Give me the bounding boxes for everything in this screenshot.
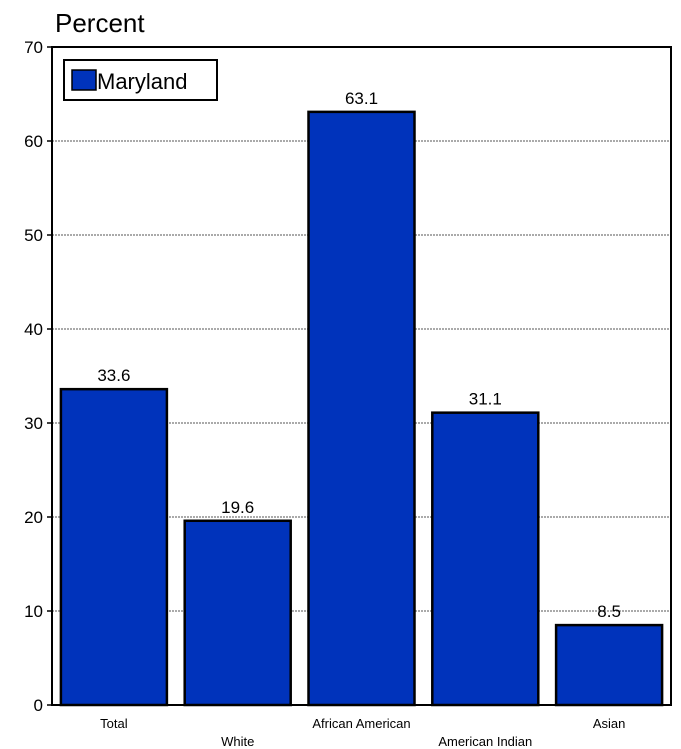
data-label: 8.5: [597, 602, 621, 621]
y-tick-label: 30: [24, 414, 43, 433]
bar: [431, 411, 540, 707]
x-axis-ticks: Total White African American American India…: [100, 716, 625, 749]
y-axis-label: Percent: [55, 8, 145, 38]
x-tick-label: White: [221, 734, 254, 749]
y-axis-ticks: 0 10 20 30 40 50 60 70: [24, 38, 52, 715]
y-tick-label: 0: [34, 696, 43, 715]
y-tick-label: 20: [24, 508, 43, 527]
legend: Maryland: [63, 59, 218, 101]
y-tick-label: 50: [24, 226, 43, 245]
bar: [183, 519, 292, 707]
data-label: 33.6: [97, 366, 130, 385]
x-tick-label: African American: [312, 716, 410, 731]
y-tick-label: 70: [24, 38, 43, 57]
data-label: 63.1: [345, 89, 378, 108]
plot-frame: [51, 46, 672, 706]
data-label: 31.1: [469, 390, 502, 409]
y-tick-label: 60: [24, 132, 43, 151]
legend-label: Maryland: [97, 69, 187, 94]
x-tick-label: American Indian: [438, 734, 532, 749]
data-labels: 33.6 19.6 63.1 31.1 8.5: [97, 89, 621, 621]
bars: [59, 110, 664, 707]
data-label: 19.6: [221, 498, 254, 517]
bar: [307, 110, 416, 707]
bar: [554, 623, 664, 707]
y-tick-label: 40: [24, 320, 43, 339]
legend-swatch: [71, 69, 97, 91]
bar: [59, 387, 169, 707]
y-tick-label: 10: [24, 602, 43, 621]
x-tick-label: Asian: [593, 716, 626, 731]
x-tick-label: Total: [100, 716, 128, 731]
legend-box: [63, 59, 218, 101]
